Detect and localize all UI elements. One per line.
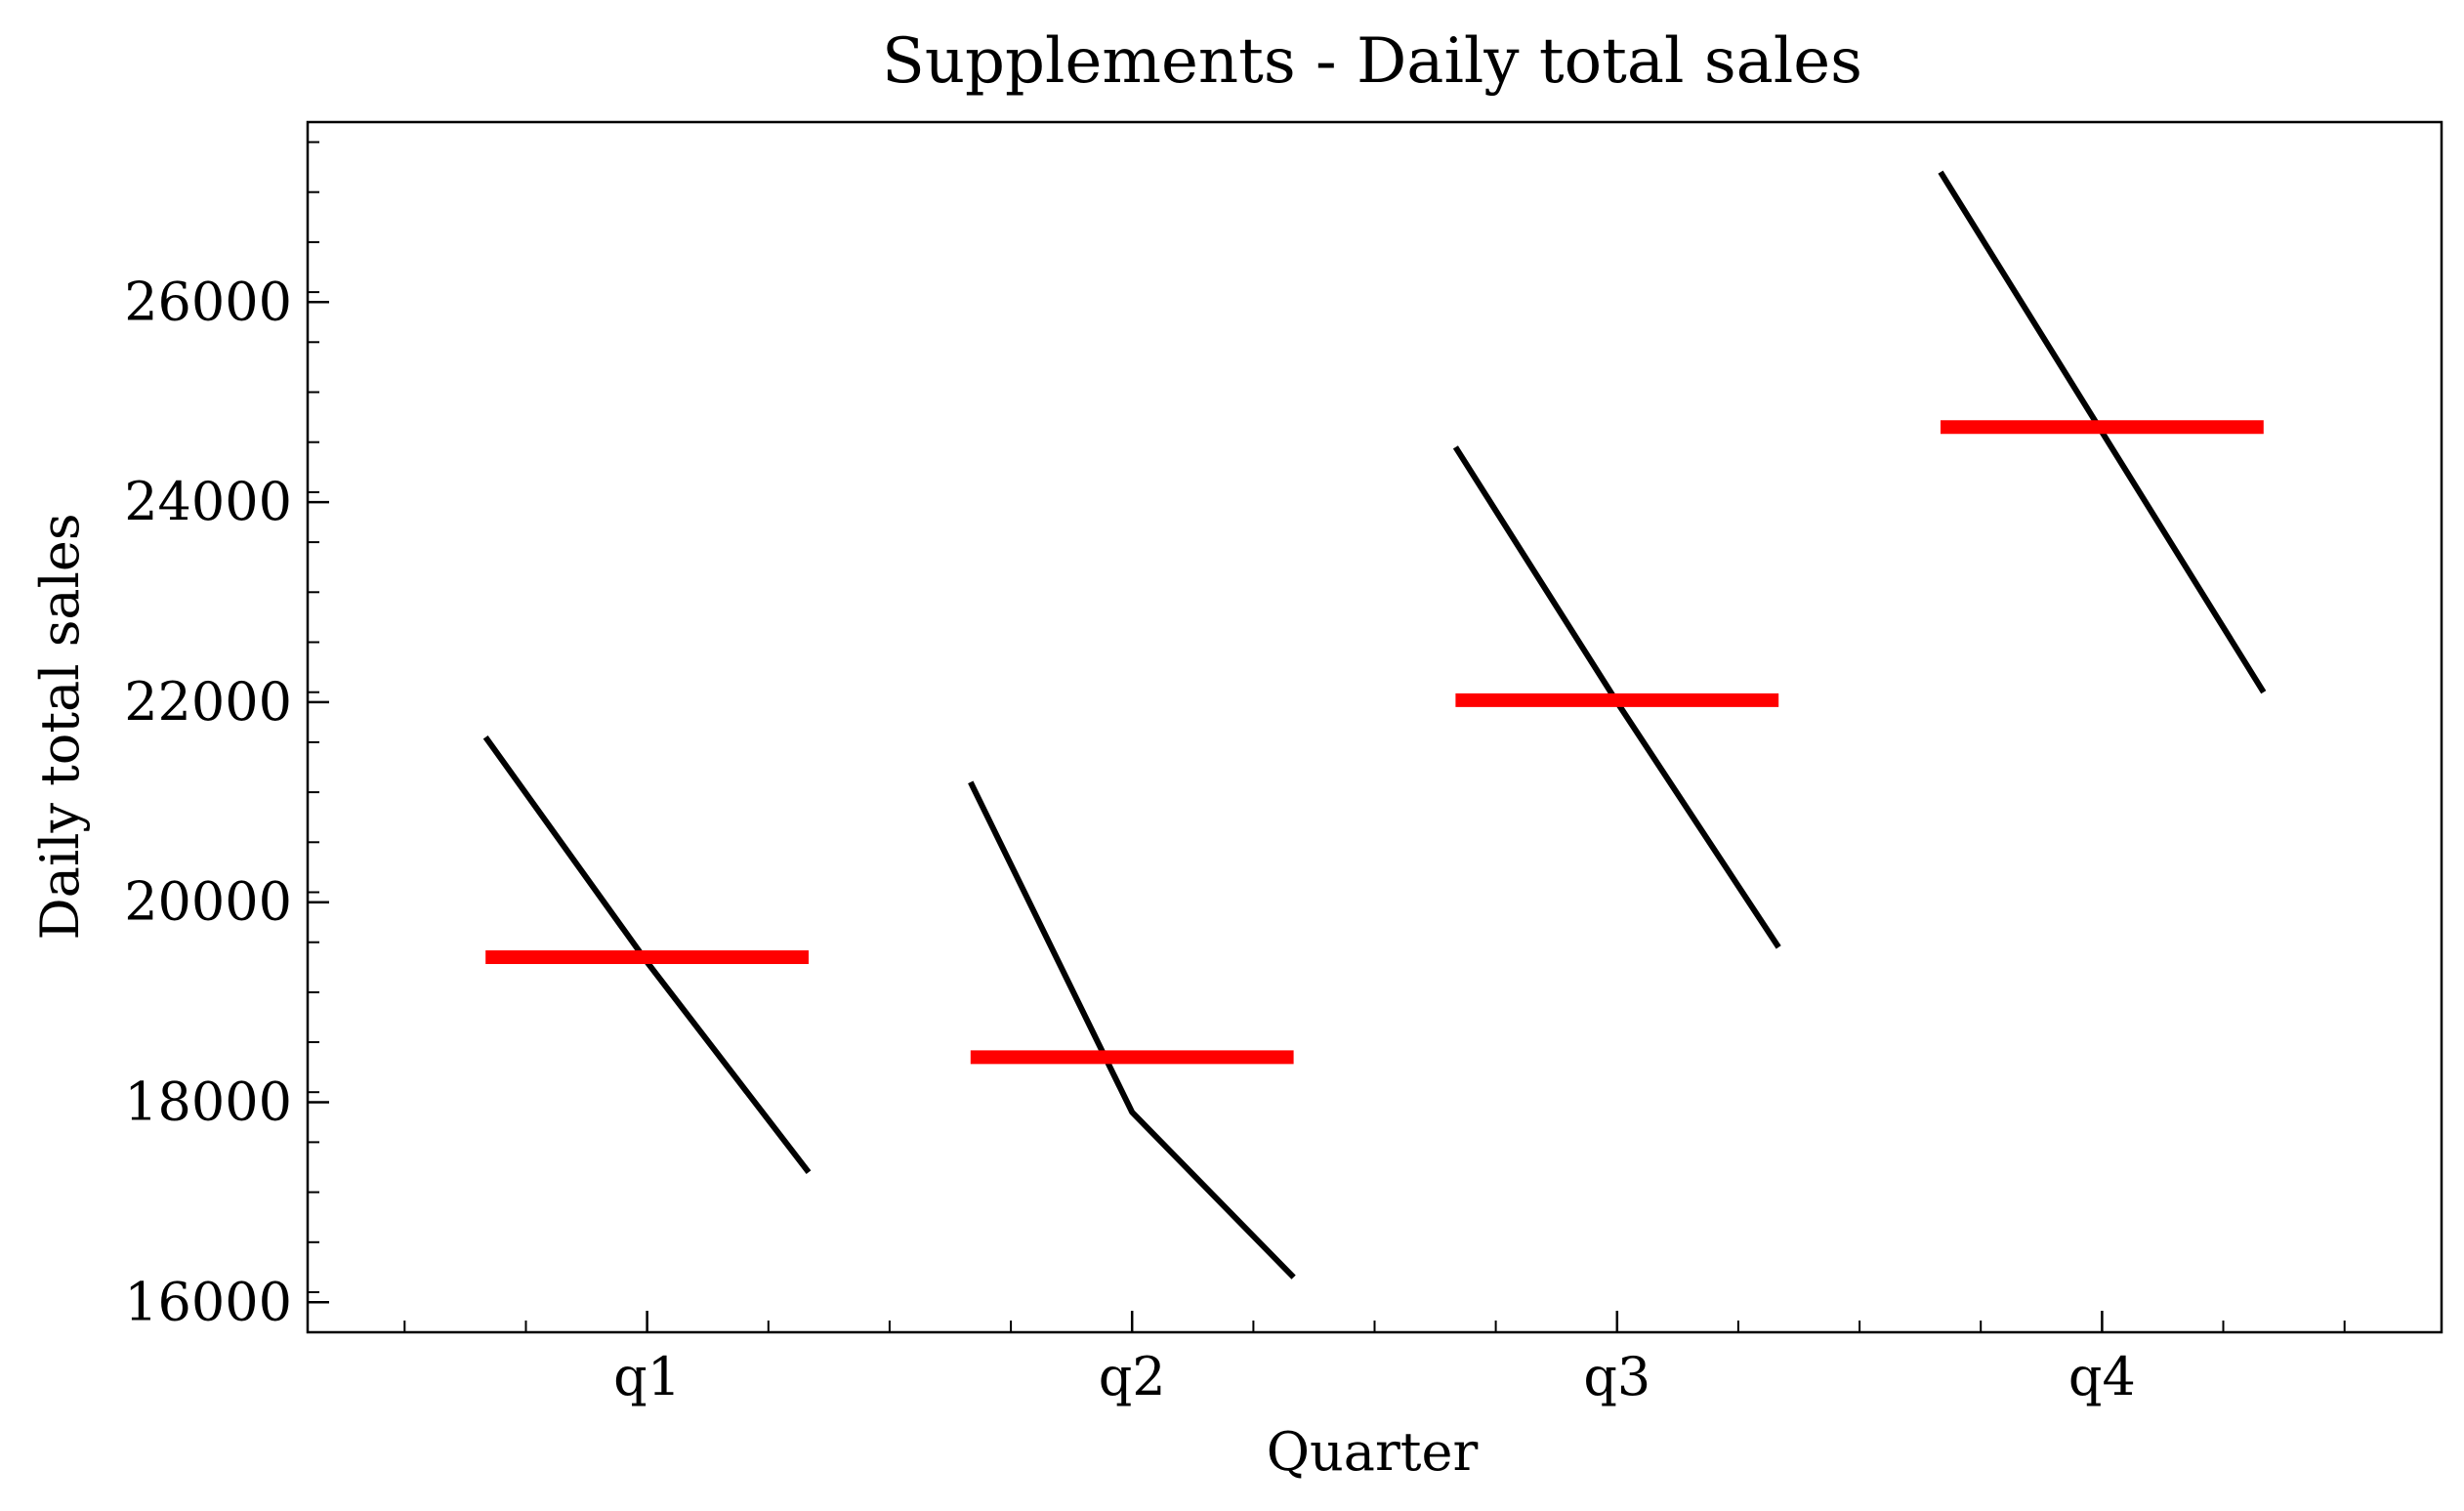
y-tick-label: 18000 xyxy=(124,1071,292,1133)
y-tick-label: 16000 xyxy=(124,1271,292,1332)
y-axis-label: Daily total sales xyxy=(29,513,91,940)
y-axis: 16000 18000 20000 22000 24000 26000 xyxy=(124,141,329,1332)
plot-area xyxy=(482,170,2267,1280)
x-tick-label: q3 xyxy=(1583,1346,1650,1407)
y-tick-label: 26000 xyxy=(124,271,292,332)
y-tick-label: 22000 xyxy=(124,671,292,733)
x-tick-label: q2 xyxy=(1099,1346,1166,1407)
y-tick-label: 24000 xyxy=(124,471,292,532)
y-tick-label: 20000 xyxy=(124,871,292,933)
chart-title: Supplements - Daily total sales xyxy=(882,25,1862,98)
x-axis-label: Quarter xyxy=(1267,1421,1479,1483)
series-line-q2 xyxy=(968,780,1296,1280)
x-axis: q1 q2 q3 q4 xyxy=(403,1311,2346,1407)
x-tick-label: q4 xyxy=(2068,1346,2136,1407)
x-tick-label: q1 xyxy=(613,1346,681,1407)
